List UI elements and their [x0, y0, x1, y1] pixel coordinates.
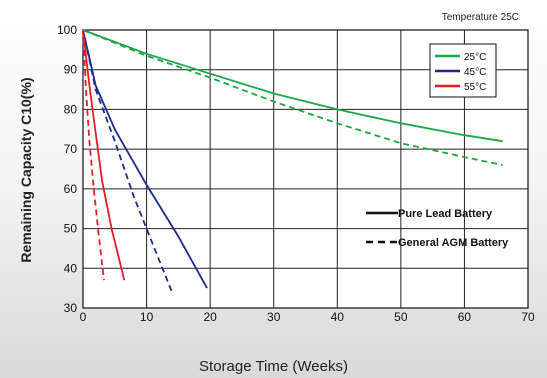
series-line: [82, 29, 503, 143]
x-tick-label: 30: [267, 310, 281, 324]
temperature-note: Temperature 25C: [441, 12, 519, 23]
y-tick-label: 40: [64, 261, 78, 275]
series-line: [82, 29, 173, 293]
legend-label: 25°C: [464, 52, 486, 63]
x-tick-label: 50: [394, 310, 408, 324]
y-tick-label: 50: [64, 222, 78, 236]
x-axis-label: Storage Time (Weeks): [199, 358, 348, 375]
plot-border: [82, 29, 529, 309]
legend-label: 45°C: [464, 67, 486, 78]
series-line: [82, 29, 503, 166]
x-tick-label: 0: [80, 310, 87, 324]
x-tick-label: 20: [203, 310, 217, 324]
y-tick-label: 70: [64, 142, 78, 156]
x-tick-label: 60: [458, 310, 472, 324]
y-tick-label: 60: [64, 182, 78, 196]
y-tick-label: 100: [57, 23, 77, 37]
legend-label: General AGM Battery: [398, 237, 509, 249]
y-tick-label: 80: [64, 102, 78, 116]
y-axis-label: Remaining Capacity C10(%): [18, 77, 34, 263]
x-tick-label: 10: [140, 310, 154, 324]
x-tick-label: 40: [331, 310, 345, 324]
series-line: [82, 29, 208, 289]
legend-label: 55°C: [464, 82, 486, 93]
y-tick-label: 90: [64, 63, 78, 77]
legend-label: Pure Lead Battery: [398, 208, 493, 220]
series-line: [82, 29, 126, 281]
y-tick-label: 30: [64, 301, 78, 315]
series-line: [82, 29, 105, 281]
x-tick-label: 70: [521, 310, 535, 324]
